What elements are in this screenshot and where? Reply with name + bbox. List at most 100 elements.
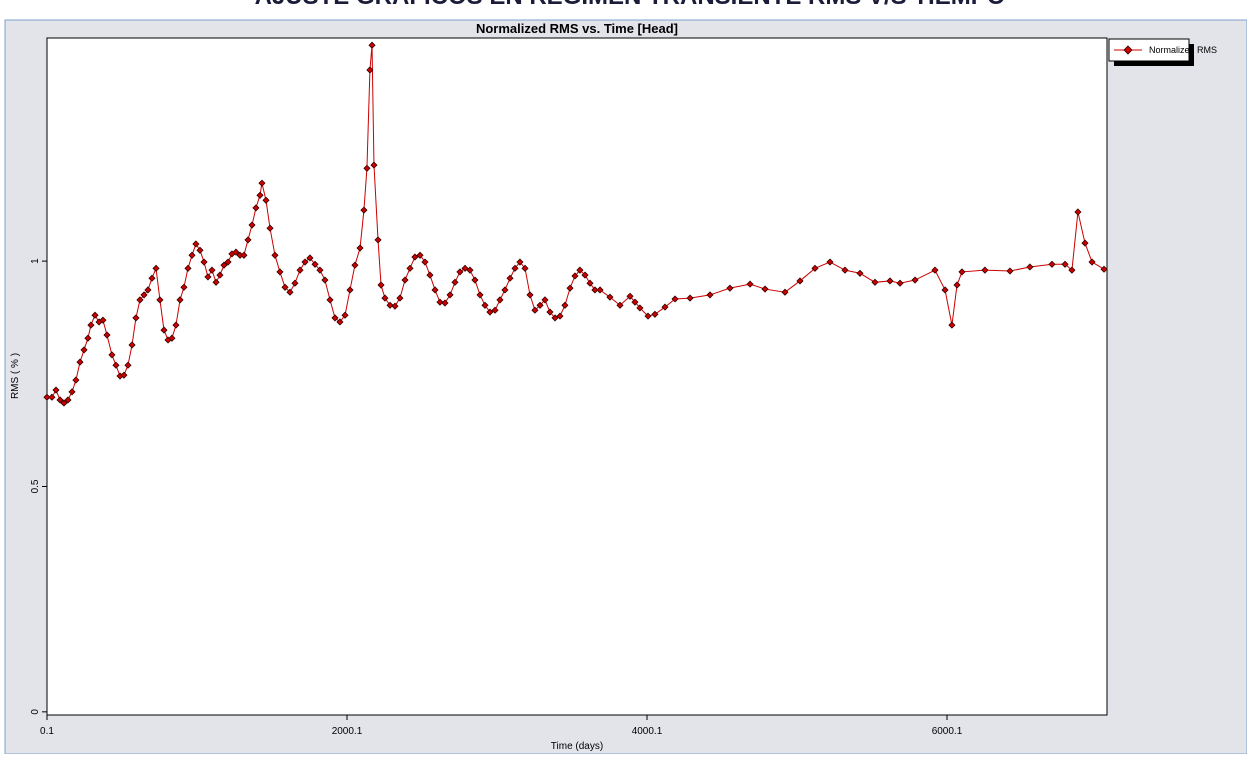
data-point	[316, 266, 324, 274]
data-point	[52, 386, 60, 394]
data-point	[341, 311, 349, 319]
data-point	[841, 266, 849, 274]
data-point	[91, 311, 99, 319]
data-point	[631, 298, 639, 306]
data-point	[871, 278, 879, 286]
data-point	[108, 351, 116, 359]
heading: AJUSTE GRÁFICOS EN RÉGIMEN TRANSIENTE RM…	[255, 0, 1006, 10]
data-point	[516, 258, 524, 266]
data-point	[266, 224, 274, 232]
y-axis-label: RMS ( % )	[10, 353, 21, 399]
data-point	[124, 361, 132, 369]
data-point	[886, 277, 894, 285]
data-point	[64, 396, 72, 404]
data-point	[351, 261, 359, 269]
data-point	[616, 301, 624, 309]
data-point	[536, 301, 544, 309]
data-point	[386, 301, 394, 309]
data-point	[576, 266, 584, 274]
data-point	[68, 388, 76, 396]
data-point	[256, 191, 264, 199]
data-point	[486, 308, 494, 316]
data-point	[140, 291, 148, 299]
data-point	[953, 281, 961, 289]
data-point	[224, 258, 232, 266]
data-point	[396, 294, 404, 302]
data-point	[321, 276, 329, 284]
data-point	[531, 306, 539, 314]
y-tick-label: 1	[30, 258, 41, 264]
data-point	[591, 286, 599, 294]
data-point	[981, 266, 989, 274]
data-point	[566, 284, 574, 292]
data-point	[466, 266, 474, 274]
data-point	[346, 286, 354, 294]
data-point	[244, 236, 252, 244]
data-point	[377, 281, 385, 289]
data-point	[276, 268, 284, 276]
data-point	[262, 196, 270, 204]
data-point	[556, 312, 564, 320]
data-point	[76, 358, 84, 366]
data-point	[746, 280, 754, 288]
data-point	[180, 283, 188, 291]
data-point	[1074, 208, 1082, 216]
data-point	[156, 296, 164, 304]
data-point	[1100, 265, 1108, 273]
data-point	[511, 264, 519, 272]
data-point	[148, 274, 156, 282]
data-point	[72, 376, 80, 384]
data-point	[826, 258, 834, 266]
x-tick-label: 6000.1	[932, 726, 963, 737]
data-point	[336, 318, 344, 326]
data-point	[212, 278, 220, 286]
data-point	[326, 296, 334, 304]
data-point	[188, 251, 196, 259]
data-point	[192, 240, 200, 248]
data-point	[368, 41, 376, 49]
data-point	[152, 264, 160, 272]
data-point	[726, 284, 734, 292]
y-tick-label: 0.5	[30, 479, 41, 493]
data-point	[144, 286, 152, 294]
data-point	[216, 271, 224, 279]
data-point	[258, 179, 266, 187]
data-point	[436, 298, 444, 306]
data-point	[381, 294, 389, 302]
data-point	[84, 334, 92, 342]
data-point	[360, 206, 368, 214]
data-point	[401, 276, 409, 284]
data-point	[471, 276, 479, 284]
data-point	[311, 260, 319, 268]
data-point	[626, 292, 634, 300]
data-point	[286, 288, 294, 296]
data-point	[200, 258, 208, 266]
data-point	[526, 291, 534, 299]
data-point	[1006, 267, 1014, 275]
data-point	[521, 264, 529, 272]
data-point	[644, 312, 652, 320]
data-point	[271, 251, 279, 259]
data-point	[99, 316, 107, 324]
chart-title: Normalized RMS vs. Time [Head]	[476, 21, 678, 36]
data-point	[896, 279, 904, 287]
data-point	[911, 276, 919, 284]
x-tick-label: 4000.1	[632, 726, 663, 737]
data-point	[204, 273, 212, 281]
data-point	[546, 308, 554, 316]
data-point	[541, 296, 549, 304]
data-point	[931, 266, 939, 274]
data-point	[671, 295, 679, 303]
data-point	[501, 286, 509, 294]
data-point	[291, 279, 299, 287]
data-point	[120, 371, 128, 379]
data-point	[446, 291, 454, 299]
data-point	[416, 251, 424, 259]
data-point	[220, 261, 228, 269]
data-point	[48, 393, 56, 401]
data-point	[1061, 260, 1069, 268]
x-tick-label: 2000.1	[332, 726, 363, 737]
legend	[1108, 38, 1190, 62]
